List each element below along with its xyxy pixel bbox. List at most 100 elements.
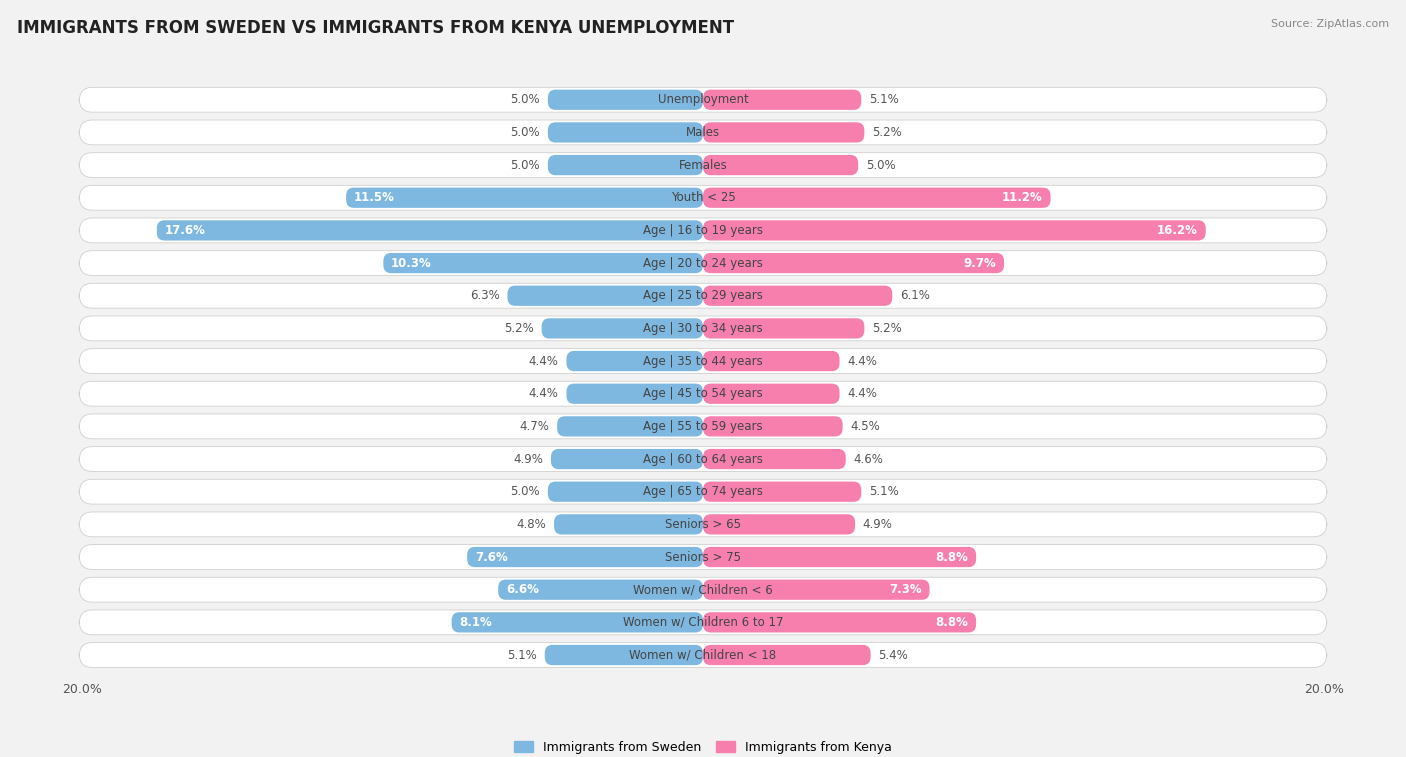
Text: 5.4%: 5.4% xyxy=(879,649,908,662)
Text: 6.1%: 6.1% xyxy=(900,289,929,302)
FancyBboxPatch shape xyxy=(79,120,1327,145)
Text: 4.6%: 4.6% xyxy=(853,453,883,466)
Legend: Immigrants from Sweden, Immigrants from Kenya: Immigrants from Sweden, Immigrants from … xyxy=(509,736,897,757)
Text: 9.7%: 9.7% xyxy=(963,257,997,269)
FancyBboxPatch shape xyxy=(703,285,893,306)
Text: Age | 16 to 19 years: Age | 16 to 19 years xyxy=(643,224,763,237)
FancyBboxPatch shape xyxy=(703,155,858,175)
Text: 5.0%: 5.0% xyxy=(510,126,540,139)
FancyBboxPatch shape xyxy=(79,153,1327,177)
FancyBboxPatch shape xyxy=(703,514,855,534)
FancyBboxPatch shape xyxy=(79,251,1327,276)
Text: 8.8%: 8.8% xyxy=(935,550,969,563)
Text: 4.8%: 4.8% xyxy=(516,518,547,531)
Text: 4.4%: 4.4% xyxy=(848,388,877,400)
Text: Females: Females xyxy=(679,158,727,172)
Text: Age | 45 to 54 years: Age | 45 to 54 years xyxy=(643,388,763,400)
Text: 5.2%: 5.2% xyxy=(505,322,534,335)
Text: 16.2%: 16.2% xyxy=(1157,224,1198,237)
FancyBboxPatch shape xyxy=(554,514,703,534)
FancyBboxPatch shape xyxy=(567,384,703,403)
FancyBboxPatch shape xyxy=(703,580,929,600)
Text: 4.7%: 4.7% xyxy=(519,420,550,433)
Text: 11.5%: 11.5% xyxy=(354,192,395,204)
FancyBboxPatch shape xyxy=(703,449,846,469)
Text: Seniors > 75: Seniors > 75 xyxy=(665,550,741,563)
Text: 5.2%: 5.2% xyxy=(872,322,901,335)
FancyBboxPatch shape xyxy=(703,351,839,371)
FancyBboxPatch shape xyxy=(567,351,703,371)
FancyBboxPatch shape xyxy=(703,547,976,567)
FancyBboxPatch shape xyxy=(703,645,870,665)
Text: Women w/ Children 6 to 17: Women w/ Children 6 to 17 xyxy=(623,616,783,629)
FancyBboxPatch shape xyxy=(498,580,703,600)
Text: Women w/ Children < 6: Women w/ Children < 6 xyxy=(633,583,773,597)
Text: 4.9%: 4.9% xyxy=(863,518,893,531)
FancyBboxPatch shape xyxy=(79,578,1327,602)
FancyBboxPatch shape xyxy=(703,384,839,403)
FancyBboxPatch shape xyxy=(703,481,862,502)
Text: 17.6%: 17.6% xyxy=(165,224,205,237)
FancyBboxPatch shape xyxy=(79,544,1327,569)
Text: 20.0%: 20.0% xyxy=(1303,683,1344,696)
FancyBboxPatch shape xyxy=(508,285,703,306)
Text: 4.4%: 4.4% xyxy=(529,388,558,400)
FancyBboxPatch shape xyxy=(548,123,703,142)
Text: 5.1%: 5.1% xyxy=(508,649,537,662)
FancyBboxPatch shape xyxy=(79,349,1327,373)
FancyBboxPatch shape xyxy=(548,481,703,502)
FancyBboxPatch shape xyxy=(703,612,976,633)
Text: Age | 60 to 64 years: Age | 60 to 64 years xyxy=(643,453,763,466)
FancyBboxPatch shape xyxy=(548,89,703,110)
FancyBboxPatch shape xyxy=(467,547,703,567)
FancyBboxPatch shape xyxy=(79,218,1327,243)
FancyBboxPatch shape xyxy=(703,220,1206,241)
Text: 6.3%: 6.3% xyxy=(470,289,499,302)
FancyBboxPatch shape xyxy=(451,612,703,633)
FancyBboxPatch shape xyxy=(79,316,1327,341)
FancyBboxPatch shape xyxy=(346,188,703,208)
Text: 4.4%: 4.4% xyxy=(848,354,877,368)
Text: 4.5%: 4.5% xyxy=(851,420,880,433)
Text: Age | 35 to 44 years: Age | 35 to 44 years xyxy=(643,354,763,368)
Text: 5.0%: 5.0% xyxy=(866,158,896,172)
Text: 4.4%: 4.4% xyxy=(529,354,558,368)
FancyBboxPatch shape xyxy=(79,512,1327,537)
Text: 5.0%: 5.0% xyxy=(510,485,540,498)
Text: Seniors > 65: Seniors > 65 xyxy=(665,518,741,531)
FancyBboxPatch shape xyxy=(557,416,703,437)
FancyBboxPatch shape xyxy=(703,318,865,338)
FancyBboxPatch shape xyxy=(79,643,1327,668)
Text: IMMIGRANTS FROM SWEDEN VS IMMIGRANTS FROM KENYA UNEMPLOYMENT: IMMIGRANTS FROM SWEDEN VS IMMIGRANTS FRO… xyxy=(17,19,734,37)
Text: 11.2%: 11.2% xyxy=(1002,192,1043,204)
Text: 8.1%: 8.1% xyxy=(460,616,492,629)
FancyBboxPatch shape xyxy=(551,449,703,469)
Text: Women w/ Children < 18: Women w/ Children < 18 xyxy=(630,649,776,662)
FancyBboxPatch shape xyxy=(79,414,1327,439)
FancyBboxPatch shape xyxy=(79,185,1327,210)
FancyBboxPatch shape xyxy=(703,253,1004,273)
FancyBboxPatch shape xyxy=(703,123,865,142)
FancyBboxPatch shape xyxy=(703,416,842,437)
FancyBboxPatch shape xyxy=(541,318,703,338)
Text: 5.1%: 5.1% xyxy=(869,93,898,106)
Text: Age | 25 to 29 years: Age | 25 to 29 years xyxy=(643,289,763,302)
Text: 20.0%: 20.0% xyxy=(62,683,103,696)
Text: Males: Males xyxy=(686,126,720,139)
Text: Age | 65 to 74 years: Age | 65 to 74 years xyxy=(643,485,763,498)
Text: 4.9%: 4.9% xyxy=(513,453,543,466)
Text: 10.3%: 10.3% xyxy=(391,257,432,269)
FancyBboxPatch shape xyxy=(79,447,1327,472)
Text: 5.0%: 5.0% xyxy=(510,158,540,172)
Text: Source: ZipAtlas.com: Source: ZipAtlas.com xyxy=(1271,19,1389,29)
Text: 7.6%: 7.6% xyxy=(475,550,508,563)
FancyBboxPatch shape xyxy=(79,479,1327,504)
FancyBboxPatch shape xyxy=(544,645,703,665)
FancyBboxPatch shape xyxy=(703,188,1050,208)
Text: 5.1%: 5.1% xyxy=(869,485,898,498)
FancyBboxPatch shape xyxy=(548,155,703,175)
FancyBboxPatch shape xyxy=(384,253,703,273)
Text: Youth < 25: Youth < 25 xyxy=(671,192,735,204)
Text: 6.6%: 6.6% xyxy=(506,583,538,597)
Text: 8.8%: 8.8% xyxy=(935,616,969,629)
